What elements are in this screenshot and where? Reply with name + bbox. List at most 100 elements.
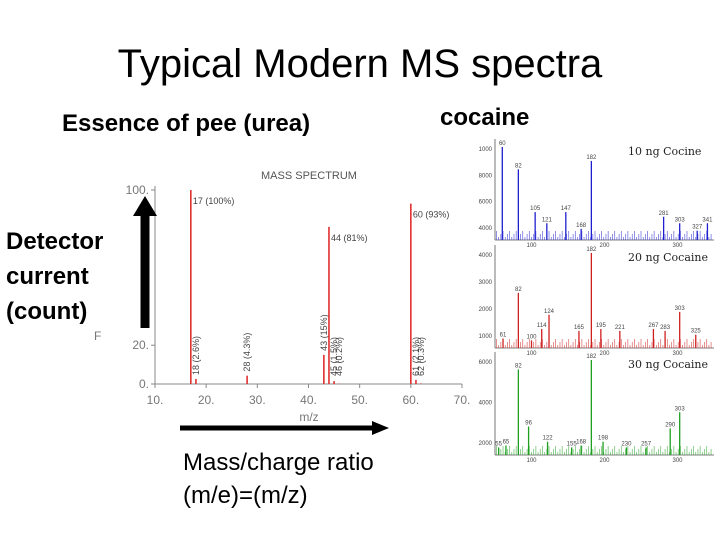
urea-peak-label: 44 (81%) — [331, 233, 368, 243]
cocaine-panel-1: 10 ng Cocine 1000 8000 6000 4000 100 200 300 60 8… — [479, 139, 714, 249]
cocaine-peak-label: 283 — [660, 325, 671, 331]
urea-spectrum: MASS SPECTRUM 0. 20. 100. F 10. 20. 30. 40. 50. 60… — [94, 170, 470, 424]
cocaine-y-tick-label: 8000 — [479, 173, 493, 179]
urea-x-tick-label: 20. — [198, 393, 215, 407]
slide-title: Typical Modern MS spectra — [117, 42, 603, 86]
detector-arrow-head — [133, 196, 157, 216]
urea-peak-label: 62 (0.3%) — [416, 337, 426, 376]
urea-caption: Essence of pee (urea) — [62, 110, 311, 137]
cocaine-peak-label: 100 — [526, 334, 537, 340]
y-arrow-label-line1: Detector — [6, 228, 104, 255]
urea-x-tick-label: 60. — [402, 393, 419, 407]
cocaine-panel-3: 30 ng Cocaine 6000 4000 2000 100 200 300 55 65 82… — [479, 352, 714, 464]
cocaine-panel-title: 10 ng Cocine — [628, 145, 701, 158]
cocaine-peak-label: 82 — [515, 287, 522, 293]
urea-x-tick-label: 40. — [300, 393, 317, 407]
urea-y-tick-label: 0. — [139, 377, 149, 391]
urea-peak-label: 17 (100%) — [193, 196, 235, 206]
cocaine-peak-label: 303 — [675, 406, 686, 412]
cocaine-peak-label: 257 — [641, 441, 652, 447]
cocaine-peak-label: 121 — [542, 217, 553, 223]
cocaine-peak-label: 82 — [515, 364, 522, 370]
cocaine-peak-label: 198 — [598, 436, 609, 442]
cocaine-peak-label: 147 — [561, 206, 572, 212]
cocaine-peak-label: 327 — [692, 225, 703, 231]
y-arrow-label: Detector current (count) — [6, 224, 103, 329]
cocaine-y-tick-label: 1000 — [479, 334, 493, 340]
cocaine-peak-label: 221 — [615, 325, 626, 331]
urea-x-tick-label: 30. — [249, 393, 266, 407]
urea-x-tick-label: 70. — [454, 393, 471, 407]
cocaine-peak-label: 96 — [525, 421, 532, 427]
cocaine-y-tick-label: 2000 — [479, 441, 493, 447]
cocaine-peak-label: 155 — [567, 441, 578, 447]
urea-x-tick-label: 50. — [351, 393, 368, 407]
cocaine-peak-label: 114 — [537, 323, 547, 329]
urea-peak-label: 60 (93%) — [413, 210, 450, 220]
cocaine-panel-2: 20 ng Cocaine 4000 3000 2000 1000 100 200 300 61… — [479, 245, 714, 357]
cocaine-peak-label: 168 — [576, 223, 587, 229]
x-arrow-label: Mass/charge ratio (m/e)=(m/z) — [183, 446, 374, 512]
cocaine-peak-label: 182 — [586, 247, 597, 253]
urea-x-axis-label: m/z — [299, 410, 318, 424]
urea-chart-title: MASS SPECTRUM — [261, 170, 357, 182]
cocaine-x-tick-label: 300 — [672, 458, 683, 464]
cocaine-peak-label: 105 — [530, 206, 541, 212]
urea-y-tick-label: 20. — [132, 338, 149, 352]
cocaine-peak-label: 267 — [648, 323, 659, 329]
urea-y-tick-label: 100. — [126, 183, 149, 197]
cocaine-peak-label: 290 — [665, 422, 676, 428]
cocaine-y-tick-label: 3000 — [479, 280, 493, 286]
cocaine-peak-label: 124 — [544, 309, 555, 315]
x-arrow-label-line2: (m/e)=(m/z) — [183, 482, 308, 509]
cocaine-peak-label: 230 — [621, 441, 632, 447]
cocaine-panel-title: 20 ng Cocaine — [628, 251, 708, 264]
cocaine-y-tick-label: 2000 — [479, 307, 493, 313]
cocaine-x-tick-label: 300 — [672, 351, 683, 357]
cocaine-peak-label: 195 — [596, 323, 607, 329]
urea-peak-label: 61 (2.1%) — [411, 337, 421, 376]
cocaine-caption: cocaine — [440, 104, 530, 131]
cocaine-peak-label: 325 — [691, 329, 702, 335]
cocaine-peak-label: 165 — [574, 325, 585, 331]
cocaine-y-tick-label: 1000 — [479, 147, 493, 153]
cocaine-peak-label: 303 — [675, 217, 686, 223]
cocaine-x-tick-label: 100 — [526, 243, 537, 249]
urea-peak-label: 18 (2.6%) — [191, 336, 201, 375]
cocaine-peak-label: 168 — [576, 440, 587, 446]
cocaine-peak-label: 60 — [499, 141, 506, 147]
cocaine-peak-label: 281 — [659, 211, 670, 217]
cocaine-y-tick-label: 4000 — [479, 401, 493, 407]
cocaine-x-tick-label: 200 — [599, 243, 610, 249]
cocaine-peak-label: 303 — [675, 306, 686, 312]
cocaine-x-tick-label: 200 — [599, 351, 610, 357]
cocaine-x-tick-label: 100 — [526, 458, 537, 464]
cocaine-x-tick-label: 200 — [599, 458, 610, 464]
cocaine-peak-label: 182 — [586, 354, 597, 360]
y-arrow-label-line3: (count) — [6, 298, 88, 325]
cocaine-peak-label: 65 — [503, 440, 510, 446]
cocaine-y-tick-label: 4000 — [479, 226, 493, 232]
urea-peak-label: 45 (1.5%) — [329, 337, 339, 376]
cocaine-panel-title: 30 ng Cocaine — [628, 358, 708, 371]
urea-peak-label: 28 (4.3%) — [242, 333, 252, 372]
cocaine-x-tick-label: 300 — [672, 243, 683, 249]
x-arrow-label-line1: Mass/charge ratio — [183, 449, 374, 476]
urea-peak-label: 46 (0.2%) — [334, 337, 344, 376]
urea-y-stub: F — [94, 329, 101, 343]
cocaine-peak-label: 182 — [586, 155, 597, 161]
cocaine-peak-label: 55 — [495, 441, 502, 447]
mass-arrow-head — [372, 421, 389, 435]
cocaine-y-tick-label: 6000 — [479, 200, 493, 206]
cocaine-y-tick-label: 4000 — [479, 253, 493, 259]
cocaine-y-tick-label: 6000 — [479, 360, 493, 366]
urea-x-tick-label: 10. — [147, 393, 164, 407]
y-arrow-label-line2: current — [6, 263, 89, 290]
urea-peak-label: 43 (15%) — [319, 314, 329, 351]
cocaine-peak-label: 122 — [543, 436, 554, 442]
cocaine-x-tick-label: 100 — [526, 351, 537, 357]
cocaine-peak-label: 61 — [500, 333, 507, 339]
cocaine-peak-label: 82 — [515, 163, 522, 169]
cocaine-peak-label: 341 — [702, 217, 713, 223]
